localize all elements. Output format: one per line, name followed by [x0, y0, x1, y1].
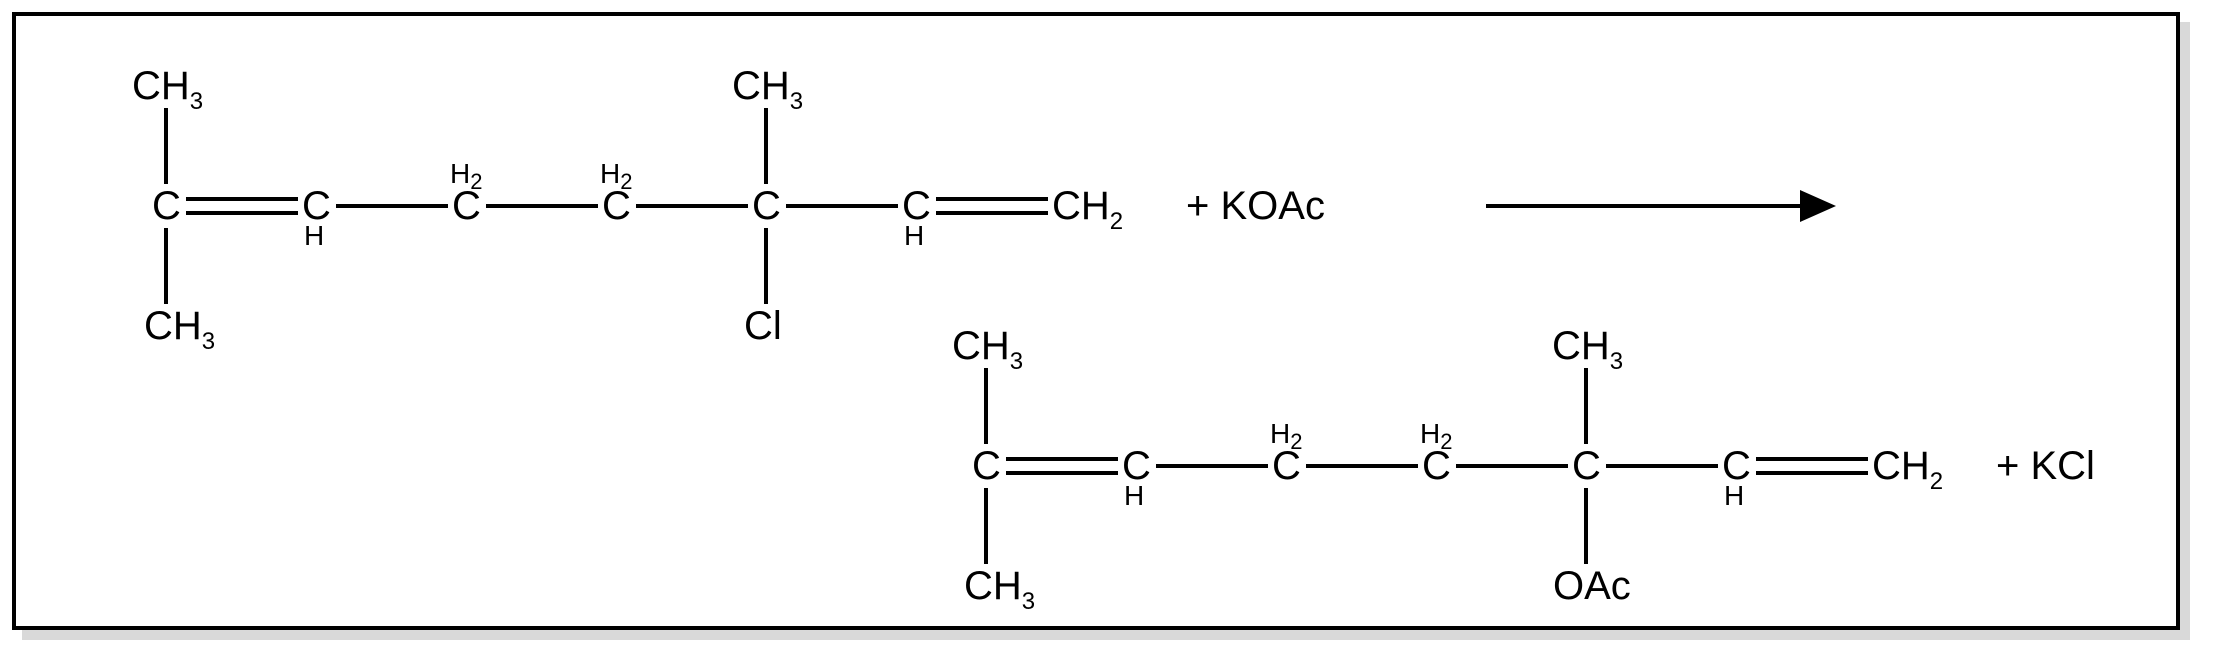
bond [984, 368, 988, 444]
bond [1306, 464, 1418, 468]
reaction-panel: CCHCH2CH2CCHCH2CH3CH3CH3ClCCHCH2CH2CCHCH… [12, 12, 2180, 630]
substituent: CH3 [952, 326, 1023, 366]
substituent: CH3 [964, 566, 1035, 606]
bond [636, 204, 748, 208]
bond [1006, 471, 1118, 475]
h-sub: H [1724, 482, 1744, 510]
plus-byproduct: + KCl [1996, 446, 2095, 486]
bond [1584, 488, 1588, 564]
bond [1456, 464, 1568, 468]
backbone-atom: C [752, 186, 781, 226]
bond [764, 108, 768, 184]
bond [1756, 471, 1868, 475]
h-sub: H [304, 222, 324, 250]
bond [1156, 464, 1268, 468]
bond [486, 204, 598, 208]
bond [936, 197, 1048, 201]
bond [336, 204, 448, 208]
arrow-head [1800, 190, 1836, 222]
bond [984, 488, 988, 564]
bond [764, 228, 768, 304]
bond [1756, 457, 1868, 461]
bond [786, 204, 898, 208]
bond [186, 197, 298, 201]
reaction-arrow [1486, 204, 1806, 208]
h2-sup: H2 [1420, 420, 1452, 448]
substituent: Cl [744, 306, 782, 346]
backbone-atom: CH2 [1052, 186, 1123, 226]
h-sub: H [904, 222, 924, 250]
h2-sup: H2 [1270, 420, 1302, 448]
bond [1006, 457, 1118, 461]
substituent: CH3 [132, 66, 203, 106]
canvas: CCHCH2CH2CCHCH2CH3CH3CH3ClCCHCH2CH2CCHCH… [0, 0, 2216, 666]
backbone-atom: CH2 [1872, 446, 1943, 486]
h-sub: H [1124, 482, 1144, 510]
bond [164, 108, 168, 184]
plus-reagent: + KOAc [1186, 186, 1325, 226]
substituent: OAc [1553, 566, 1631, 606]
substituent: CH3 [732, 66, 803, 106]
backbone-atom: C [1572, 446, 1601, 486]
bond [164, 228, 168, 304]
substituent: CH3 [144, 306, 215, 346]
bond [936, 211, 1048, 215]
h2-sup: H2 [450, 160, 482, 188]
h2-sup: H2 [600, 160, 632, 188]
substituent: CH3 [1552, 326, 1623, 366]
bond [1606, 464, 1718, 468]
bond [186, 211, 298, 215]
backbone-atom: C [972, 446, 1001, 486]
bond [1584, 368, 1588, 444]
backbone-atom: C [152, 186, 181, 226]
